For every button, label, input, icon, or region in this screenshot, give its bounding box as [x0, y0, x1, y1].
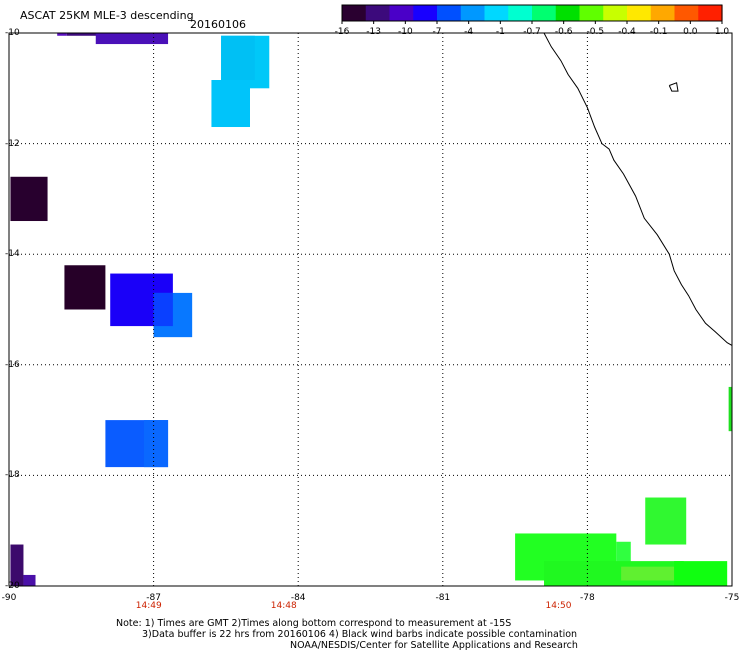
latitude-label: -14 [5, 249, 20, 260]
colorbar-tick-label: -0.1 [649, 27, 668, 37]
longitude-label: -90 [1, 593, 17, 603]
colorbar [341, 4, 723, 24]
wind-cell [143, 420, 169, 468]
wind-cell [66, 33, 101, 36]
latitude-label: -10 [5, 28, 20, 38]
wind-cell [23, 574, 36, 586]
colorbar-tick-label: -0.4 [618, 27, 636, 37]
note-line-1: Note: 1) Times are GMT 2)Times along bot… [116, 618, 512, 629]
colorbar-swatch [508, 5, 533, 21]
longitude-label: -81 [435, 593, 451, 603]
longitude-label: -78 [580, 593, 595, 603]
coastline-path [543, 32, 733, 346]
colorbar-tick-label: -16 [334, 27, 350, 37]
colorbar-tick-label: -10 [397, 27, 413, 37]
wind-cell [728, 386, 732, 432]
time-label: 14:50 [545, 601, 572, 611]
colorbar-swatch [555, 5, 581, 21]
colorbar-tick-label: -13 [366, 27, 382, 37]
colorbar-swatch [437, 5, 462, 21]
wind-cell [645, 497, 687, 545]
wind-cells [10, 33, 732, 586]
longitude-label: -87 [146, 593, 161, 603]
colorbar-tick-label: -4 [464, 27, 474, 37]
note-line-2: 3)Data buffer is 22 hrs from 20160106 4)… [142, 629, 578, 640]
colorbar-swatch [674, 5, 699, 21]
colorbar-swatch [603, 5, 628, 21]
colorbar-tick-label: -0.7 [523, 27, 541, 37]
colorbar-swatch [389, 5, 414, 21]
colorbar-swatch [365, 5, 391, 21]
colorbar-swatch [579, 5, 604, 21]
colorbar-swatch [698, 5, 723, 21]
longitude-label: -75 [724, 593, 740, 603]
wind-cell [153, 292, 173, 327]
colorbar-tick-label: 1.0 [714, 27, 730, 37]
wind-cell [621, 566, 675, 581]
time-label: 14:48 [270, 601, 297, 611]
latitude-label: -20 [5, 581, 20, 591]
wind-cell [57, 33, 67, 36]
colorbar-swatch [484, 5, 509, 21]
colorbar-swatch [627, 5, 652, 21]
colorbar-tick-label: 0.0 [683, 27, 698, 37]
wind-cell [64, 265, 106, 310]
wind-cell [95, 33, 169, 45]
latitude-label: -16 [5, 359, 20, 370]
map-frame [8, 32, 733, 587]
coastline [543, 32, 733, 346]
colorbar-swatch [413, 5, 438, 21]
latitude-label: -18 [5, 470, 20, 481]
wind-cell [10, 176, 48, 222]
wind-cell [674, 561, 728, 586]
colorbar-tick-label: -1 [495, 27, 505, 37]
colorbar-swatch [460, 5, 486, 21]
colorbar-swatch [532, 5, 557, 21]
date-text: 20160106 [190, 18, 246, 31]
longitude-label: -84 [290, 593, 306, 603]
wind-cell [221, 35, 255, 81]
note-line-3: NOAA/NESDIS/Center for Satellite Applica… [290, 640, 578, 651]
colorbar-tick-label: -7 [432, 27, 442, 37]
latitude-label: -12 [5, 138, 20, 149]
wind-cell [211, 80, 250, 128]
colorbar-tick-label: -0.5 [586, 27, 605, 37]
island-outline [668, 82, 679, 92]
title-text: ASCAT 25KM MLE-3 descending [20, 9, 194, 22]
time-label: 14:49 [135, 601, 162, 611]
colorbar-swatch [650, 5, 676, 21]
colorbar-tick-label: -0.6 [554, 27, 573, 37]
wind-cell [10, 544, 24, 586]
colorbar-swatch [342, 5, 367, 21]
